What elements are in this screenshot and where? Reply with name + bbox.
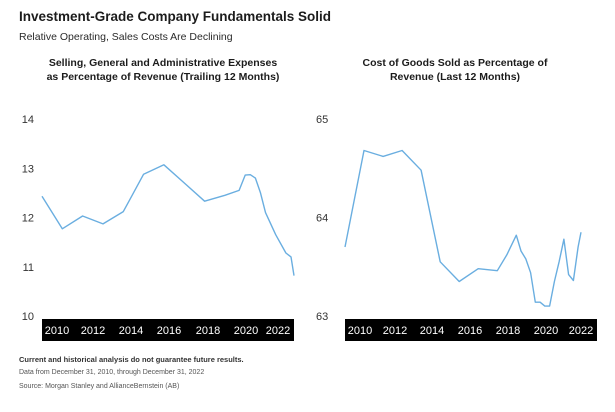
- chart2-xtick-label: 2014: [420, 325, 444, 337]
- chart1-xtick-label: 2020: [234, 325, 258, 337]
- source-text: Source: Morgan Stanley and AllianceBerns…: [19, 383, 180, 390]
- chart2-xtick-label: 2018: [496, 325, 520, 337]
- chart2-xtick-label: 2022: [569, 325, 593, 337]
- chart2-xaxis-band: [345, 319, 597, 341]
- chart1-ytick-label: 13: [22, 163, 34, 175]
- chart2-ytick-label: 65: [316, 114, 328, 126]
- chart1-ytick-label: 14: [22, 114, 34, 126]
- chart2-series-line: [344, 149, 582, 307]
- page-subtitle: Relative Operating, Sales Costs Are Decl…: [19, 31, 233, 43]
- chart2-xtick-label: 2020: [534, 325, 558, 337]
- chart1-ytick-label: 10: [22, 311, 34, 323]
- data-range-text: Data from December 31, 2010, through Dec…: [19, 369, 205, 376]
- chart1-xtick-label: 2014: [119, 325, 143, 337]
- chart1-xtick-label: 2010: [45, 325, 69, 337]
- chart1-title-line-2: as Percentage of Revenue (Trailing 12 Mo…: [47, 71, 280, 83]
- chart1-ytick-label: 12: [22, 213, 34, 225]
- chart1-xtick-label: 2012: [81, 325, 105, 337]
- chart1-ytick-label: 11: [23, 262, 34, 274]
- chart2-title-line-1: Cost of Goods Sold as Percentage of: [363, 57, 548, 69]
- chart1-xaxis-band: [42, 319, 294, 341]
- chart1-xtick-label: 2016: [157, 325, 181, 337]
- disclaimer-text: Current and historical analysis do not g…: [19, 355, 244, 364]
- chart2-xtick-label: 2012: [383, 325, 407, 337]
- chart2-ytick-label: 64: [316, 213, 328, 225]
- chart2-xtick-label: 2010: [348, 325, 372, 337]
- chart1-xtick-label: 2022: [266, 325, 290, 337]
- chart2-xtick-label: 2016: [458, 325, 482, 337]
- chart2-title-line-2: Revenue (Last 12 Months): [390, 71, 520, 83]
- page-title: Investment-Grade Company Fundamentals So…: [19, 9, 332, 24]
- chart1-xtick-label: 2018: [196, 325, 220, 337]
- chart1-title-line-1: Selling, General and Administrative Expe…: [49, 57, 278, 69]
- chart2-ytick-label: 63: [316, 311, 328, 323]
- chart1-series-line: [41, 164, 295, 276]
